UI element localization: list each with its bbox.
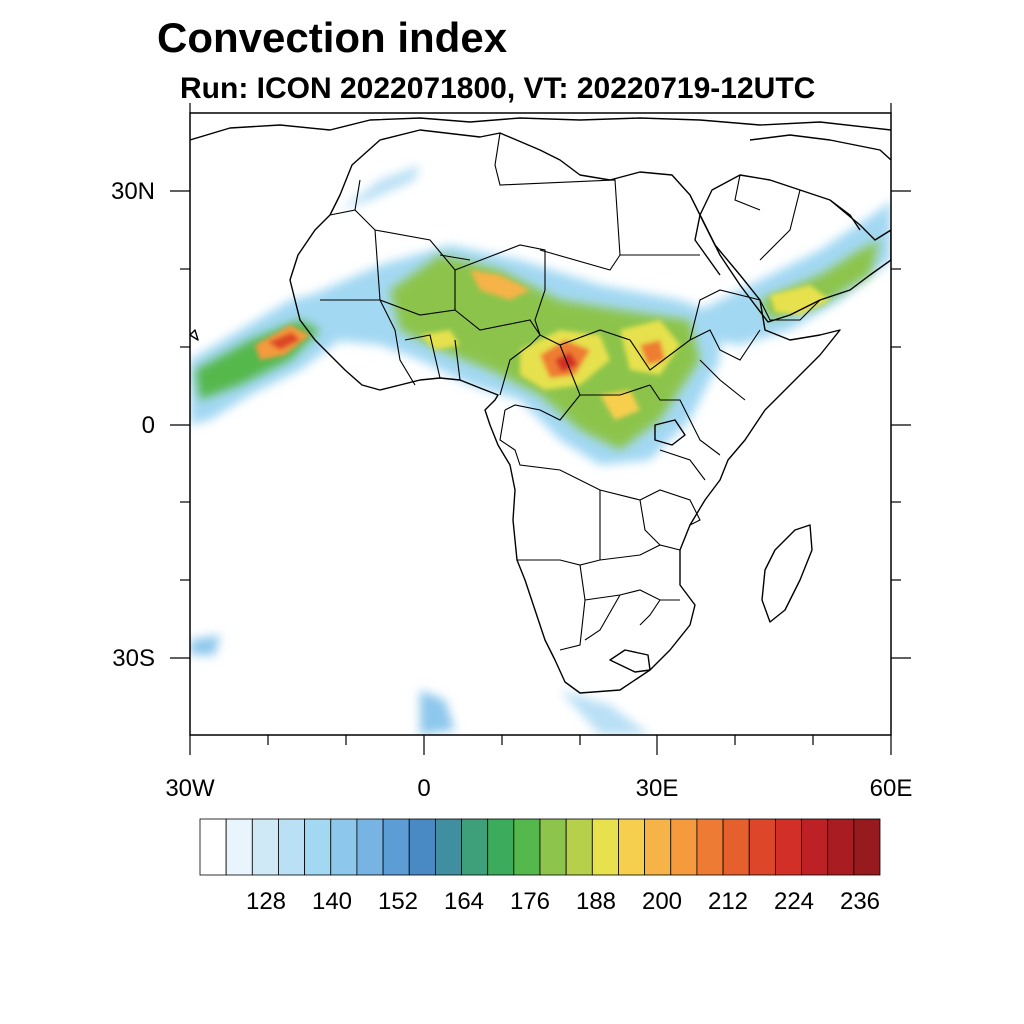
colorbar-swatch <box>278 818 306 876</box>
arabia-coastline <box>699 174 891 323</box>
colorbar-label: 200 <box>641 888 683 915</box>
colorbar-label: 212 <box>707 888 749 915</box>
colorbar-swatch <box>565 818 593 876</box>
colorbar-swatch <box>513 818 541 876</box>
convection-area-arabia <box>700 200 891 345</box>
colorbar <box>199 818 881 876</box>
lon-label-30w: 30W <box>165 775 215 802</box>
convection-area-med <box>340 165 420 210</box>
convection-area-southwest <box>190 635 220 655</box>
colorbar-label: 128 <box>245 888 287 915</box>
colorbar-swatch <box>330 818 358 876</box>
colorbar-swatch <box>644 818 672 876</box>
page-subtitle: Run: ICON 2022071800, VT: 20220719-12UTC <box>180 72 816 105</box>
lat-label-0: 0 <box>141 412 155 439</box>
axis-ticks <box>170 103 911 755</box>
colorbar-label: 224 <box>773 888 815 915</box>
colorbar-label: 152 <box>377 888 419 915</box>
colorbar-swatch <box>304 818 332 876</box>
map-frame <box>189 112 892 736</box>
madagascar-coastline <box>761 524 813 623</box>
colorbar-swatch <box>434 818 462 876</box>
page-title: Convection index <box>157 14 508 61</box>
colorbar-swatch <box>487 818 515 876</box>
colorbar-swatch <box>225 818 253 876</box>
colorbar-swatch <box>827 818 855 876</box>
colorbar-swatch <box>801 818 829 876</box>
lat-label-30n: 30N <box>110 178 155 205</box>
colorbar-label: 236 <box>839 888 881 915</box>
colorbar-swatch <box>774 818 802 876</box>
colorbar-swatch <box>539 818 567 876</box>
lon-label-60e: 60E <box>869 775 913 802</box>
colorbar-label: 164 <box>443 888 485 915</box>
colorbar-swatch <box>382 818 410 876</box>
colorbar-swatch <box>722 818 750 876</box>
colorbar-swatch <box>251 818 279 876</box>
lon-label-30e: 30E <box>635 775 679 802</box>
lon-label-0: 0 <box>417 775 431 802</box>
colorbar-swatch <box>696 818 724 876</box>
colorbar-swatch <box>199 818 227 876</box>
colorbar-swatch <box>356 818 384 876</box>
colorbar-swatch <box>618 818 646 876</box>
lat-label-30s: 30S <box>112 645 155 672</box>
colorbar-label: 176 <box>509 888 551 915</box>
colorbar-swatch <box>670 818 698 876</box>
country-borders <box>320 132 821 651</box>
colorbar-swatch <box>461 818 489 876</box>
colorbar-swatch <box>408 818 436 876</box>
coastlines <box>190 117 891 694</box>
colorbar-swatch <box>853 818 881 876</box>
colorbar-swatch <box>591 818 619 876</box>
colorbar-label: 188 <box>575 888 617 915</box>
colorbar-swatch <box>748 818 776 876</box>
colorbar-label: 140 <box>311 888 353 915</box>
africa-coastline <box>289 129 841 694</box>
